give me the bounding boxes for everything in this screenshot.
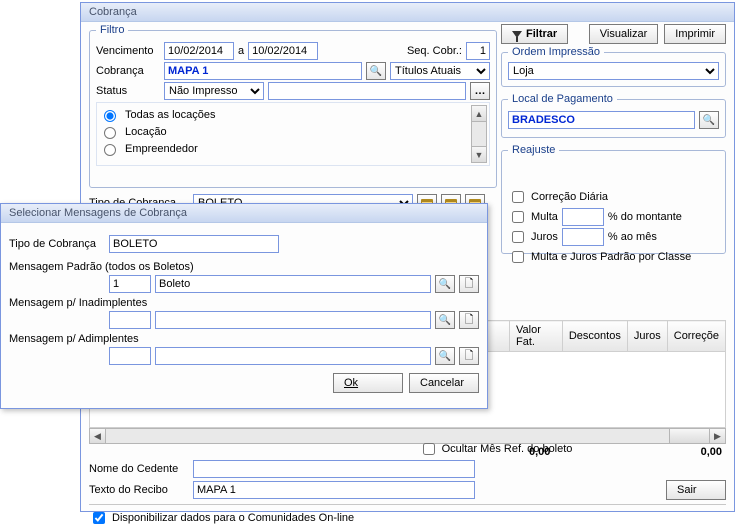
filter-icon [512,31,522,38]
search-local-icon[interactable] [699,111,719,129]
classe-label: Multa e Juros Padrão por Classe [531,251,691,263]
modal-padrao-txt[interactable] [155,275,431,293]
correcao-label: Correção Diária [531,191,608,203]
col-descontos[interactable]: Descontos [562,321,627,352]
filtrar-button[interactable]: Filtrar [501,24,568,44]
multa-checkbox[interactable] [512,211,524,223]
juros-label: Juros [531,231,558,243]
ocultar-label: Ocultar Mês Ref. do boleto [442,443,573,455]
modal-inadimp-label: Mensagem p/ Inadimplentes [9,297,479,309]
multa-label: Multa [531,211,558,223]
radio-locacao[interactable] [104,127,116,139]
date-to-input[interactable] [248,42,318,60]
juros-suffix: % ao mês [608,231,657,243]
modal-tipo-input[interactable] [109,235,279,253]
a-label: a [238,45,244,57]
col-correcoes[interactable]: Correçõe [667,321,725,352]
modal-adimp-num[interactable] [109,347,151,365]
modal-padrao-num[interactable] [109,275,151,293]
col-valor-fat[interactable]: Valor Fat. [510,321,563,352]
filtro-fieldset: Filtro Vencimento a Seq. Cobr.: Cobrança… [89,24,497,188]
radio-todas[interactable] [104,110,116,122]
reajuste-legend: Reajuste [508,144,559,156]
modal-inadimp-search-icon[interactable] [435,311,455,329]
status-more-button[interactable] [470,82,490,100]
filtro-legend: Filtro [96,24,128,36]
modal-tipo-label: Tipo de Cobrança [9,238,105,250]
ok-button[interactable]: Ok [333,373,403,393]
cedente-input[interactable] [193,460,475,478]
window-title: Cobrança [81,3,734,22]
cedente-label: Nome do Cedente [89,463,189,475]
radio-empreendedor-row[interactable]: Empreendedor [99,141,471,156]
scroll-up-icon[interactable]: ▲ [472,106,486,122]
reajuste-fieldset: Reajuste Correção Diária Multa % do mont… [501,144,726,254]
filtrar-label: Filtrar [526,28,557,40]
multa-input[interactable] [562,208,604,226]
search-cobranca-icon[interactable] [366,62,386,80]
scroll-down-icon[interactable]: ▼ [472,146,486,162]
selecionar-mensagens-modal: Selecionar Mensagens de Cobrança Tipo de… [0,203,488,409]
modal-title: Selecionar Mensagens de Cobrança [1,204,487,223]
date-from-input[interactable] [164,42,234,60]
radio-list-scrollbar[interactable]: ▲ ▼ [471,105,487,163]
visualizar-button[interactable]: Visualizar [589,24,659,44]
modal-inadimp-num[interactable] [109,311,151,329]
multa-suffix: % do montante [608,211,682,223]
classe-checkbox[interactable] [512,251,524,263]
sair-button[interactable]: Sair [666,480,726,500]
recibo-input[interactable] [193,481,475,499]
imprimir-button[interactable]: Imprimir [664,24,726,44]
seq-input[interactable] [466,42,490,60]
radio-locacao-row[interactable]: Locação [99,124,471,139]
radio-empreendedor-label: Empreendedor [125,143,198,155]
local-input[interactable] [508,111,695,129]
cobranca-label: Cobrança [96,65,160,77]
juros-checkbox[interactable] [512,231,524,243]
titulos-select[interactable]: Títulos Atuais [390,62,490,80]
ordem-select[interactable]: Loja [508,62,719,80]
modal-padrao-label: Mensagem Padrão (todos os Boletos) [9,261,479,273]
modal-adimp-search-icon[interactable] [435,347,455,365]
cancel-button[interactable]: Cancelar [409,373,479,393]
radio-todas-row[interactable]: Todas as locações [99,107,471,122]
radio-empreendedor[interactable] [104,144,116,156]
modal-adimp-txt[interactable] [155,347,431,365]
ordem-fieldset: Ordem Impressão Loja [501,46,726,87]
radio-todas-label: Todas as locações [125,109,216,121]
local-fieldset: Local de Pagamento [501,93,726,138]
juros-input[interactable] [562,228,604,246]
vencimento-label: Vencimento [96,45,160,57]
modal-adimp-new-icon[interactable] [459,347,479,365]
recibo-label: Texto do Recibo [89,484,189,496]
modal-inadimp-new-icon[interactable] [459,311,479,329]
status-text-input[interactable] [268,82,466,100]
col-juros[interactable]: Juros [627,321,667,352]
local-legend: Local de Pagamento [508,93,617,105]
seq-label: Seq. Cobr.: [407,45,462,57]
correcao-checkbox[interactable] [512,191,524,203]
status-select[interactable]: Não Impresso [164,82,264,100]
ocultar-checkbox[interactable] [423,443,435,455]
status-label: Status [96,85,160,97]
modal-padrao-search-icon[interactable] [435,275,455,293]
ordem-legend: Ordem Impressão [508,46,604,58]
modal-adimp-label: Mensagem p/ Adimplentes [9,333,479,345]
modal-padrao-new-icon[interactable] [459,275,479,293]
modal-inadimp-txt[interactable] [155,311,431,329]
radio-locacao-label: Locação [125,126,167,138]
cobranca-input[interactable] [164,62,362,80]
